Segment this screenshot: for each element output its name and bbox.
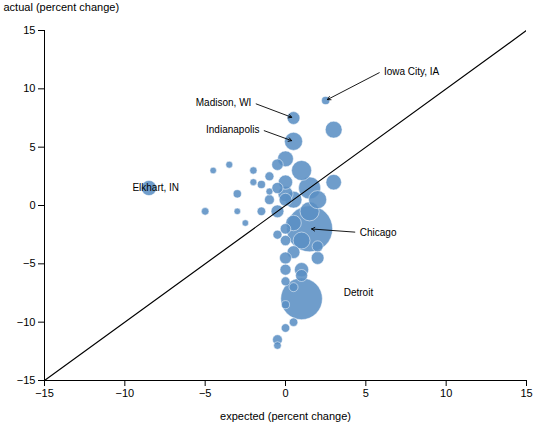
svg-text:Detroit: Detroit <box>344 287 374 298</box>
svg-text:actual (percent change): actual (percent change) <box>4 1 120 13</box>
svg-text:Elkhart, IN: Elkhart, IN <box>132 182 179 193</box>
svg-text:Madison, WI: Madison, WI <box>196 97 252 108</box>
svg-text:10: 10 <box>23 82 35 94</box>
svg-text:Chicago: Chicago <box>360 227 397 238</box>
svg-text:−15: −15 <box>35 387 54 399</box>
svg-text:10: 10 <box>440 387 452 399</box>
svg-text:expected (percent change): expected (percent change) <box>220 410 351 422</box>
svg-text:−10: −10 <box>17 316 36 328</box>
svg-text:−10: −10 <box>115 387 134 399</box>
svg-text:−5: −5 <box>199 387 212 399</box>
svg-text:15: 15 <box>23 24 35 36</box>
svg-text:−15: −15 <box>17 374 36 386</box>
svg-text:0: 0 <box>29 199 35 211</box>
svg-text:Iowa City, IA: Iowa City, IA <box>384 66 440 77</box>
svg-text:5: 5 <box>363 387 369 399</box>
svg-text:Indianapolis: Indianapolis <box>206 124 259 135</box>
svg-text:5: 5 <box>29 141 35 153</box>
svg-text:0: 0 <box>282 387 288 399</box>
svg-text:15: 15 <box>520 387 532 399</box>
svg-text:−5: −5 <box>23 257 36 269</box>
